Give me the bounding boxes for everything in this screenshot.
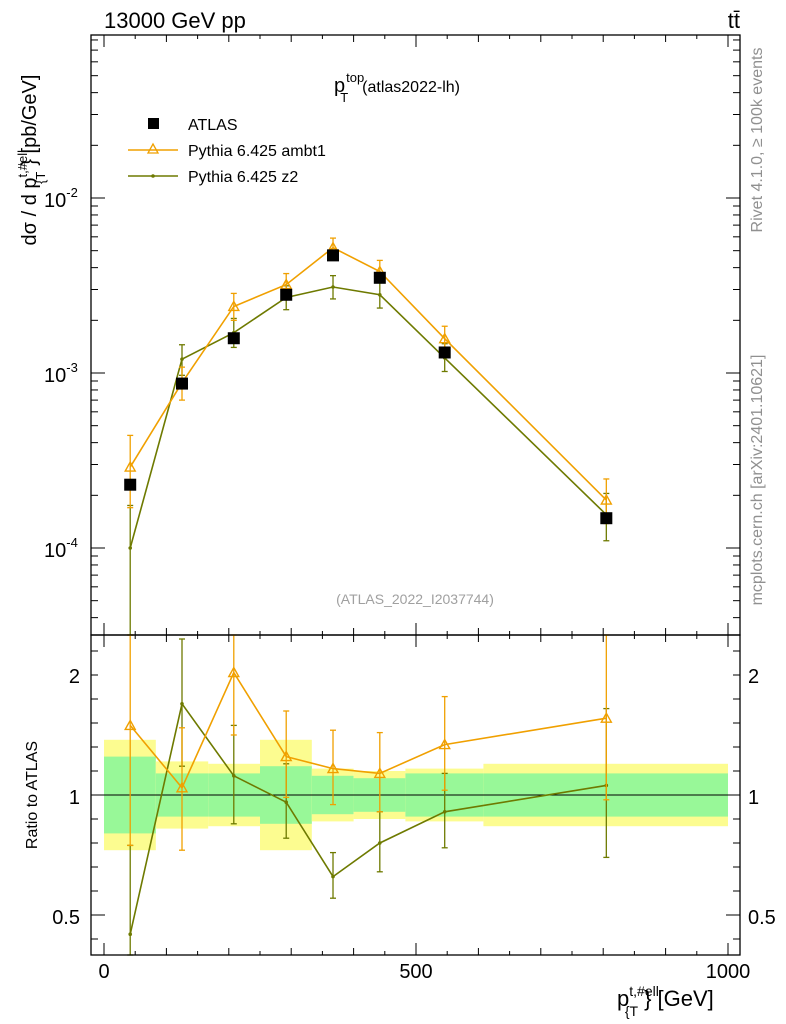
ratio-ambt1-point: [438, 738, 451, 750]
atlas-point: [373, 271, 386, 284]
ratio-ambt1-point: [326, 762, 340, 774]
y-tick-label: 10-2: [44, 185, 78, 212]
ambt1-point: [124, 460, 137, 472]
atlas-point: [280, 288, 293, 301]
ratio-z2-point: [128, 932, 133, 936]
ratio-y-tick-label: 1: [69, 787, 80, 809]
legend-label-z2: Pythia 6.425 z2: [188, 169, 298, 186]
legend-label-atlas: ATLAS: [188, 117, 238, 134]
x-tick-label: 0: [98, 961, 109, 983]
plot-title: ptop T(atlas2022-lh): [334, 70, 460, 105]
ratio-ambt1-point: [600, 711, 613, 723]
atlas-point: [327, 249, 340, 262]
ratio-y-tick-label-right: 1: [748, 787, 759, 809]
ratio-z2-point: [378, 841, 382, 845]
z2-point: [180, 357, 184, 361]
z2-point: [331, 285, 335, 289]
atlas-point: [176, 377, 188, 390]
ambt1-point: [227, 300, 240, 312]
ambt1-line: [129, 246, 607, 501]
ratio-z2-point: [331, 874, 335, 879]
ratio-ambt1-line: [129, 670, 607, 790]
mcplots-label: mcplots.cern.ch [arXiv:2401.10621]: [749, 355, 766, 606]
z2-point: [378, 292, 382, 297]
ratio-y-label: Ratio to ATLAS: [24, 741, 41, 849]
ratio-series-layer: [124, 634, 613, 956]
ambt1-point: [438, 332, 451, 344]
ratio-ambt1-point: [124, 718, 137, 731]
ratio-ambt1-point: [280, 750, 293, 762]
process-label: tt̄: [728, 8, 740, 33]
z2-line: [129, 286, 607, 549]
atlas-point: [227, 332, 240, 345]
energy-label: 13000 GeV pp: [104, 8, 246, 33]
rivet-label: Rivet 4.1.0, ≥ 100k events: [749, 48, 766, 233]
ratio-z2-line: [129, 701, 607, 935]
ambt1-point: [600, 493, 613, 505]
z2-point: [128, 546, 133, 550]
x-tick-label: 1000: [706, 961, 751, 983]
main-panel: ptop T(atlas2022-lh) dσ / d pt,#ell{T} [p…: [15, 34, 741, 636]
main-axes-layer: [91, 35, 740, 635]
legend-marker-z2: [151, 174, 155, 178]
ratio-z2-point: [442, 810, 447, 814]
ratio-z2-point: [180, 702, 184, 706]
main-y-label: dσ / d pt,#ell{T} [pb/GeV]: [15, 75, 48, 246]
ratio-ambt1-point: [227, 666, 240, 678]
ratio-z2-point: [284, 800, 289, 804]
atlas-point: [124, 478, 137, 491]
atlas-point: [600, 512, 613, 525]
x-tick-label: 500: [399, 961, 432, 983]
analysis-watermark: (ATLAS_2022_I2037744): [336, 591, 494, 607]
ratio-ambt1-point: [175, 781, 189, 793]
ratio-y-tick-label-right: 2: [748, 666, 759, 688]
ambt1-point: [280, 278, 293, 290]
ratio-y-tick-label: 0.5: [52, 907, 80, 929]
atlas-point: [438, 346, 451, 359]
legend-label-ambt1: Pythia 6.425 ambt1: [188, 143, 326, 160]
main-series-layer: [124, 237, 613, 636]
legend: ATLAS Pythia 6.425 ambt1 Pythia 6.425 z2: [128, 117, 326, 186]
ratio-panel: Ratio to ATLAS 0.5 1 2 0.5 1 2 0 500 100…: [24, 634, 776, 1019]
ratio-axes-layer: [91, 635, 740, 955]
y-tick-label: 10-3: [44, 360, 78, 387]
legend-marker-atlas: [148, 118, 159, 129]
ratio-y-tick-label-right: 0.5: [748, 907, 776, 929]
x-axis-label: pt,#ell {T} [GeV]: [617, 983, 714, 1019]
ratio-ambt1-point: [373, 766, 386, 779]
legend-marker-ambt1: [146, 142, 160, 154]
y-tick-label: 10-4: [44, 535, 78, 562]
ratio-frame: [90, 634, 741, 956]
ratio-y-tick-label: 2: [69, 666, 80, 688]
ratio-z2-point: [231, 774, 236, 778]
